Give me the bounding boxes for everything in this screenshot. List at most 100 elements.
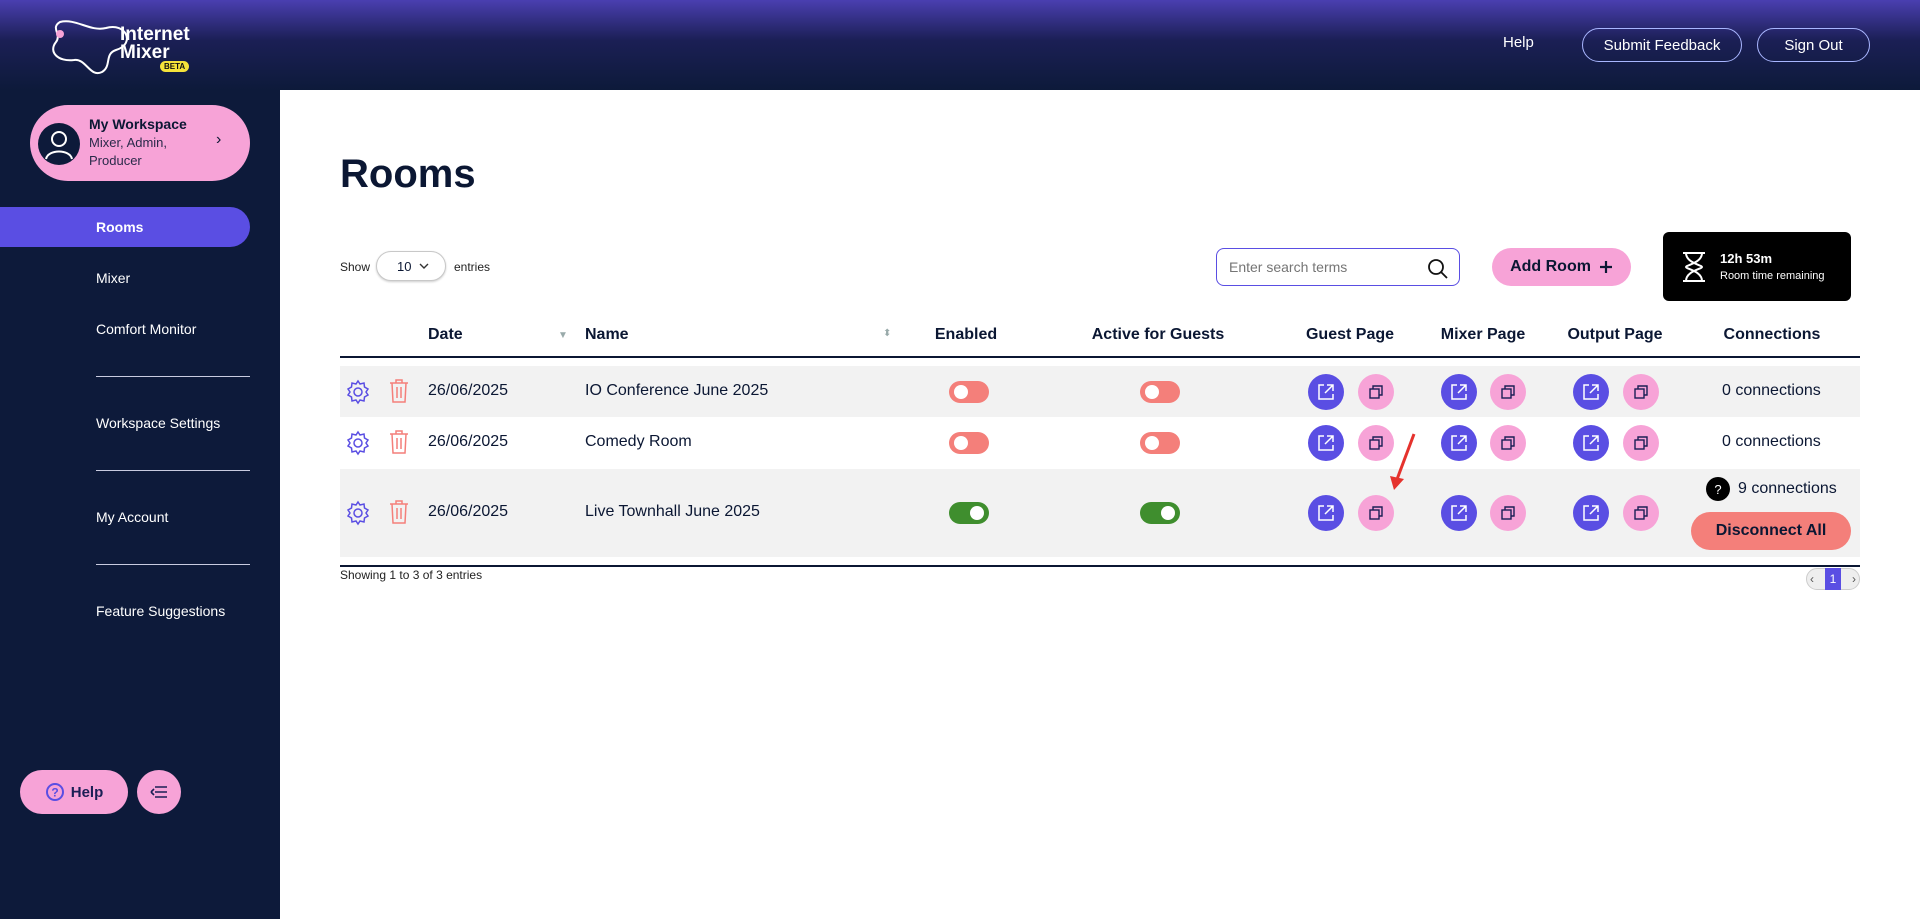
row-connections: 0 connections <box>1722 433 1821 450</box>
collapse-menu-button[interactable] <box>137 770 181 814</box>
toggle-knob <box>954 436 968 450</box>
sidebar-item-label: Workspace Settings <box>96 415 221 431</box>
enabled-toggle[interactable] <box>949 381 989 403</box>
internet-mixer-logo-icon[interactable] <box>46 14 206 76</box>
copy-icon <box>1634 506 1648 520</box>
gear-icon[interactable] <box>345 379 371 405</box>
open-mixer-page-button[interactable] <box>1441 425 1477 461</box>
enabled-toggle[interactable] <box>949 502 989 524</box>
prev-page-icon[interactable]: ‹ <box>1810 572 1814 586</box>
open-mixer-page-button[interactable] <box>1441 495 1477 531</box>
table-info: Showing 1 to 3 of 3 entries <box>340 568 483 582</box>
row-date: 26/06/2025 <box>428 433 509 450</box>
page-1-button[interactable]: 1 <box>1825 568 1841 590</box>
sidebar-item-label: My Account <box>96 509 169 525</box>
toggle-knob <box>1161 506 1175 520</box>
table-row: 26/06/2025 IO Conference June 2025 0 con… <box>340 366 1860 417</box>
open-output-page-button[interactable] <box>1573 495 1609 531</box>
workspace-title: My Workspace <box>89 116 187 132</box>
time-remaining-label: Room time remaining <box>1720 270 1825 282</box>
sign-out-button[interactable]: Sign Out <box>1757 28 1870 62</box>
row-name: IO Conference June 2025 <box>585 382 769 399</box>
trash-icon[interactable] <box>388 378 410 404</box>
copy-guest-link-button[interactable] <box>1358 495 1394 531</box>
active-for-guests-toggle[interactable] <box>1140 502 1180 524</box>
external-link-icon <box>1318 435 1334 451</box>
entries-per-page-select[interactable]: 10 <box>376 251 446 281</box>
sidebar-divider <box>96 376 250 377</box>
sort-desc-icon[interactable]: ▼ <box>558 330 568 341</box>
sidebar-item-label: Feature Suggestions <box>96 603 226 619</box>
open-guest-page-button[interactable] <box>1308 374 1344 410</box>
copy-output-link-button[interactable] <box>1623 425 1659 461</box>
copy-guest-link-button[interactable] <box>1358 374 1394 410</box>
gear-icon[interactable] <box>345 500 371 526</box>
add-room-label: Add Room <box>1510 258 1591 275</box>
copy-mixer-link-button[interactable] <box>1490 495 1526 531</box>
toggle-knob <box>970 506 984 520</box>
help-button[interactable]: ? Help <box>20 770 128 814</box>
open-guest-page-button[interactable] <box>1308 425 1344 461</box>
add-room-button[interactable]: Add Room <box>1492 248 1631 286</box>
header-help-link[interactable]: Help <box>1503 34 1534 51</box>
column-header-output-page: Output Page <box>1567 326 1663 343</box>
active-for-guests-toggle[interactable] <box>1140 432 1180 454</box>
entries-value: 10 <box>397 258 412 274</box>
enabled-toggle[interactable] <box>949 432 989 454</box>
external-link-icon <box>1451 435 1467 451</box>
column-header-date[interactable]: Date <box>428 326 463 343</box>
copy-mixer-link-button[interactable] <box>1490 425 1526 461</box>
copy-icon <box>1501 436 1515 450</box>
sidebar-item-mixer[interactable]: Mixer <box>0 258 250 298</box>
copy-icon <box>1369 436 1383 450</box>
pagination: ‹ 1 › <box>1806 568 1860 590</box>
sidebar-item-my-account[interactable]: My Account <box>0 497 250 537</box>
gear-icon[interactable] <box>345 430 371 456</box>
sort-icon[interactable]: ⬍ <box>883 328 892 339</box>
user-icon <box>45 131 73 160</box>
table-row: 26/06/2025 Live Townhall June 2025 ? 9 c… <box>340 469 1860 557</box>
table-bottom-divider <box>340 565 1860 567</box>
external-link-icon <box>1318 384 1334 400</box>
copy-guest-link-button[interactable] <box>1358 425 1394 461</box>
sidebar-item-feature-suggestions[interactable]: Feature Suggestions <box>0 591 250 631</box>
hourglass-icon <box>1683 252 1705 282</box>
svg-text:?: ? <box>51 786 58 800</box>
help-label: Help <box>70 783 104 801</box>
row-name: Comedy Room <box>585 433 692 450</box>
show-label: Show <box>340 260 371 274</box>
connections-help-icon[interactable]: ? <box>1706 477 1730 501</box>
active-for-guests-toggle[interactable] <box>1140 381 1180 403</box>
workspace-switcher[interactable]: My Workspace Mixer, Admin, Producer › <box>30 105 250 181</box>
external-link-icon <box>1318 505 1334 521</box>
column-header-connections: Connections <box>1723 326 1821 343</box>
external-link-icon <box>1583 435 1599 451</box>
open-output-page-button[interactable] <box>1573 425 1609 461</box>
menu-collapse-icon <box>150 786 167 798</box>
chevron-right-icon: › <box>216 131 222 148</box>
brand-name: Internet Mixer <box>120 24 190 63</box>
brand-line2: Mixer <box>120 42 170 63</box>
row-name: Live Townhall June 2025 <box>585 503 760 520</box>
open-mixer-page-button[interactable] <box>1441 374 1477 410</box>
column-header-enabled: Enabled <box>934 326 998 343</box>
column-header-name[interactable]: Name <box>585 326 629 343</box>
sidebar-item-workspace-settings[interactable]: Workspace Settings <box>0 403 250 443</box>
copy-mixer-link-button[interactable] <box>1490 374 1526 410</box>
search-input[interactable] <box>1229 259 1419 275</box>
open-output-page-button[interactable] <box>1573 374 1609 410</box>
question-circle-icon: ? <box>45 783 64 801</box>
copy-output-link-button[interactable] <box>1623 374 1659 410</box>
trash-icon[interactable] <box>388 499 410 525</box>
disconnect-all-button[interactable]: Disconnect All <box>1691 512 1851 550</box>
next-page-icon[interactable]: › <box>1852 572 1856 586</box>
sidebar-item-comfort-monitor[interactable]: Comfort Monitor <box>0 309 250 349</box>
search-icon[interactable] <box>1427 258 1449 280</box>
open-guest-page-button[interactable] <box>1308 495 1344 531</box>
sidebar-item-rooms[interactable]: Rooms <box>0 207 250 247</box>
copy-output-link-button[interactable] <box>1623 495 1659 531</box>
submit-feedback-button[interactable]: Submit Feedback <box>1582 28 1742 62</box>
brand-line1: Internet <box>120 24 190 45</box>
trash-icon[interactable] <box>388 429 410 455</box>
toggle-knob <box>1145 385 1159 399</box>
